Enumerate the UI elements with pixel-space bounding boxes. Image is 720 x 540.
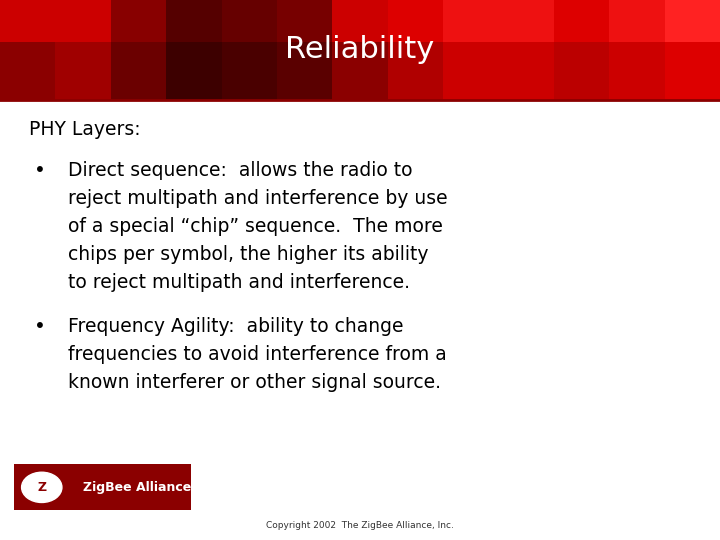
Bar (498, 0, 554, 42)
Text: frequencies to avoid interference from a: frequencies to avoid interference from a (68, 345, 447, 364)
Bar (387, 42, 443, 100)
Text: known interferer or other signal source.: known interferer or other signal source. (68, 373, 441, 392)
Text: of a special “chip” sequence.  The more: of a special “chip” sequence. The more (68, 217, 444, 237)
Bar (111, 42, 166, 100)
Bar (387, 0, 443, 42)
Bar (55, 42, 111, 100)
Bar (0, 42, 55, 100)
Bar (333, 0, 387, 42)
Bar (277, 42, 333, 100)
Text: PHY Layers:: PHY Layers: (29, 120, 140, 139)
Text: Z: Z (37, 481, 46, 494)
Bar (498, 42, 554, 100)
Text: Reliability: Reliability (285, 36, 435, 64)
Text: chips per symbol, the higher its ability: chips per symbol, the higher its ability (68, 245, 429, 265)
Bar (333, 42, 387, 100)
Bar (277, 0, 333, 42)
Text: Direct sequence:  allows the radio to: Direct sequence: allows the radio to (68, 161, 413, 180)
Bar (166, 0, 222, 42)
Bar (554, 42, 609, 100)
Bar (443, 0, 498, 42)
Bar (609, 0, 665, 42)
Bar (222, 42, 277, 100)
Circle shape (22, 472, 62, 502)
Bar (554, 0, 609, 42)
Bar (14, 464, 191, 510)
Bar (55, 0, 111, 42)
Text: Frequency Agility:  ability to change: Frequency Agility: ability to change (68, 317, 404, 336)
Text: •: • (34, 317, 45, 336)
Bar (443, 42, 498, 100)
Text: ZigBee Alliance: ZigBee Alliance (83, 481, 191, 494)
Bar (222, 0, 277, 42)
Bar (0, 0, 55, 42)
Bar (665, 0, 720, 42)
Bar (665, 42, 720, 100)
Bar (166, 42, 222, 100)
Text: reject multipath and interference by use: reject multipath and interference by use (68, 189, 448, 208)
Bar (111, 0, 166, 42)
Text: •: • (34, 161, 45, 180)
Bar (609, 42, 665, 100)
Text: Copyright 2002  The ZigBee Alliance, Inc.: Copyright 2002 The ZigBee Alliance, Inc. (266, 521, 454, 530)
Text: to reject multipath and interference.: to reject multipath and interference. (68, 273, 410, 293)
